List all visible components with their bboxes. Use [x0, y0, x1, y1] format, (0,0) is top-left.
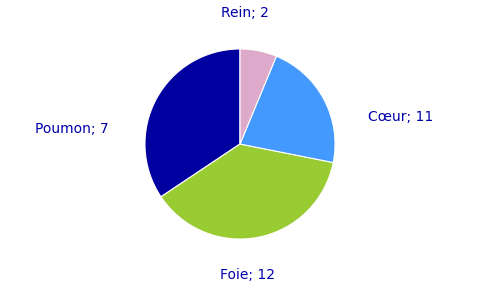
Wedge shape	[161, 144, 333, 239]
Wedge shape	[145, 49, 240, 197]
Text: Poumon; 7: Poumon; 7	[35, 122, 109, 136]
Wedge shape	[240, 49, 276, 144]
Text: Rein; 2: Rein; 2	[221, 6, 269, 20]
Text: Cœur; 11: Cœur; 11	[368, 110, 433, 124]
Wedge shape	[240, 56, 335, 162]
Text: Foie; 12: Foie; 12	[220, 268, 275, 282]
